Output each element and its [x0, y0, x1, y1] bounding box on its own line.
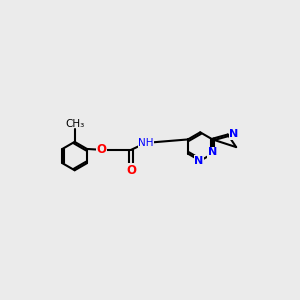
Text: CH₃: CH₃: [65, 119, 84, 129]
Text: N: N: [194, 156, 203, 166]
Text: NH: NH: [138, 138, 154, 148]
Text: O: O: [126, 164, 136, 177]
Text: N: N: [208, 147, 217, 157]
Text: N: N: [229, 130, 239, 140]
Text: O: O: [97, 143, 107, 156]
